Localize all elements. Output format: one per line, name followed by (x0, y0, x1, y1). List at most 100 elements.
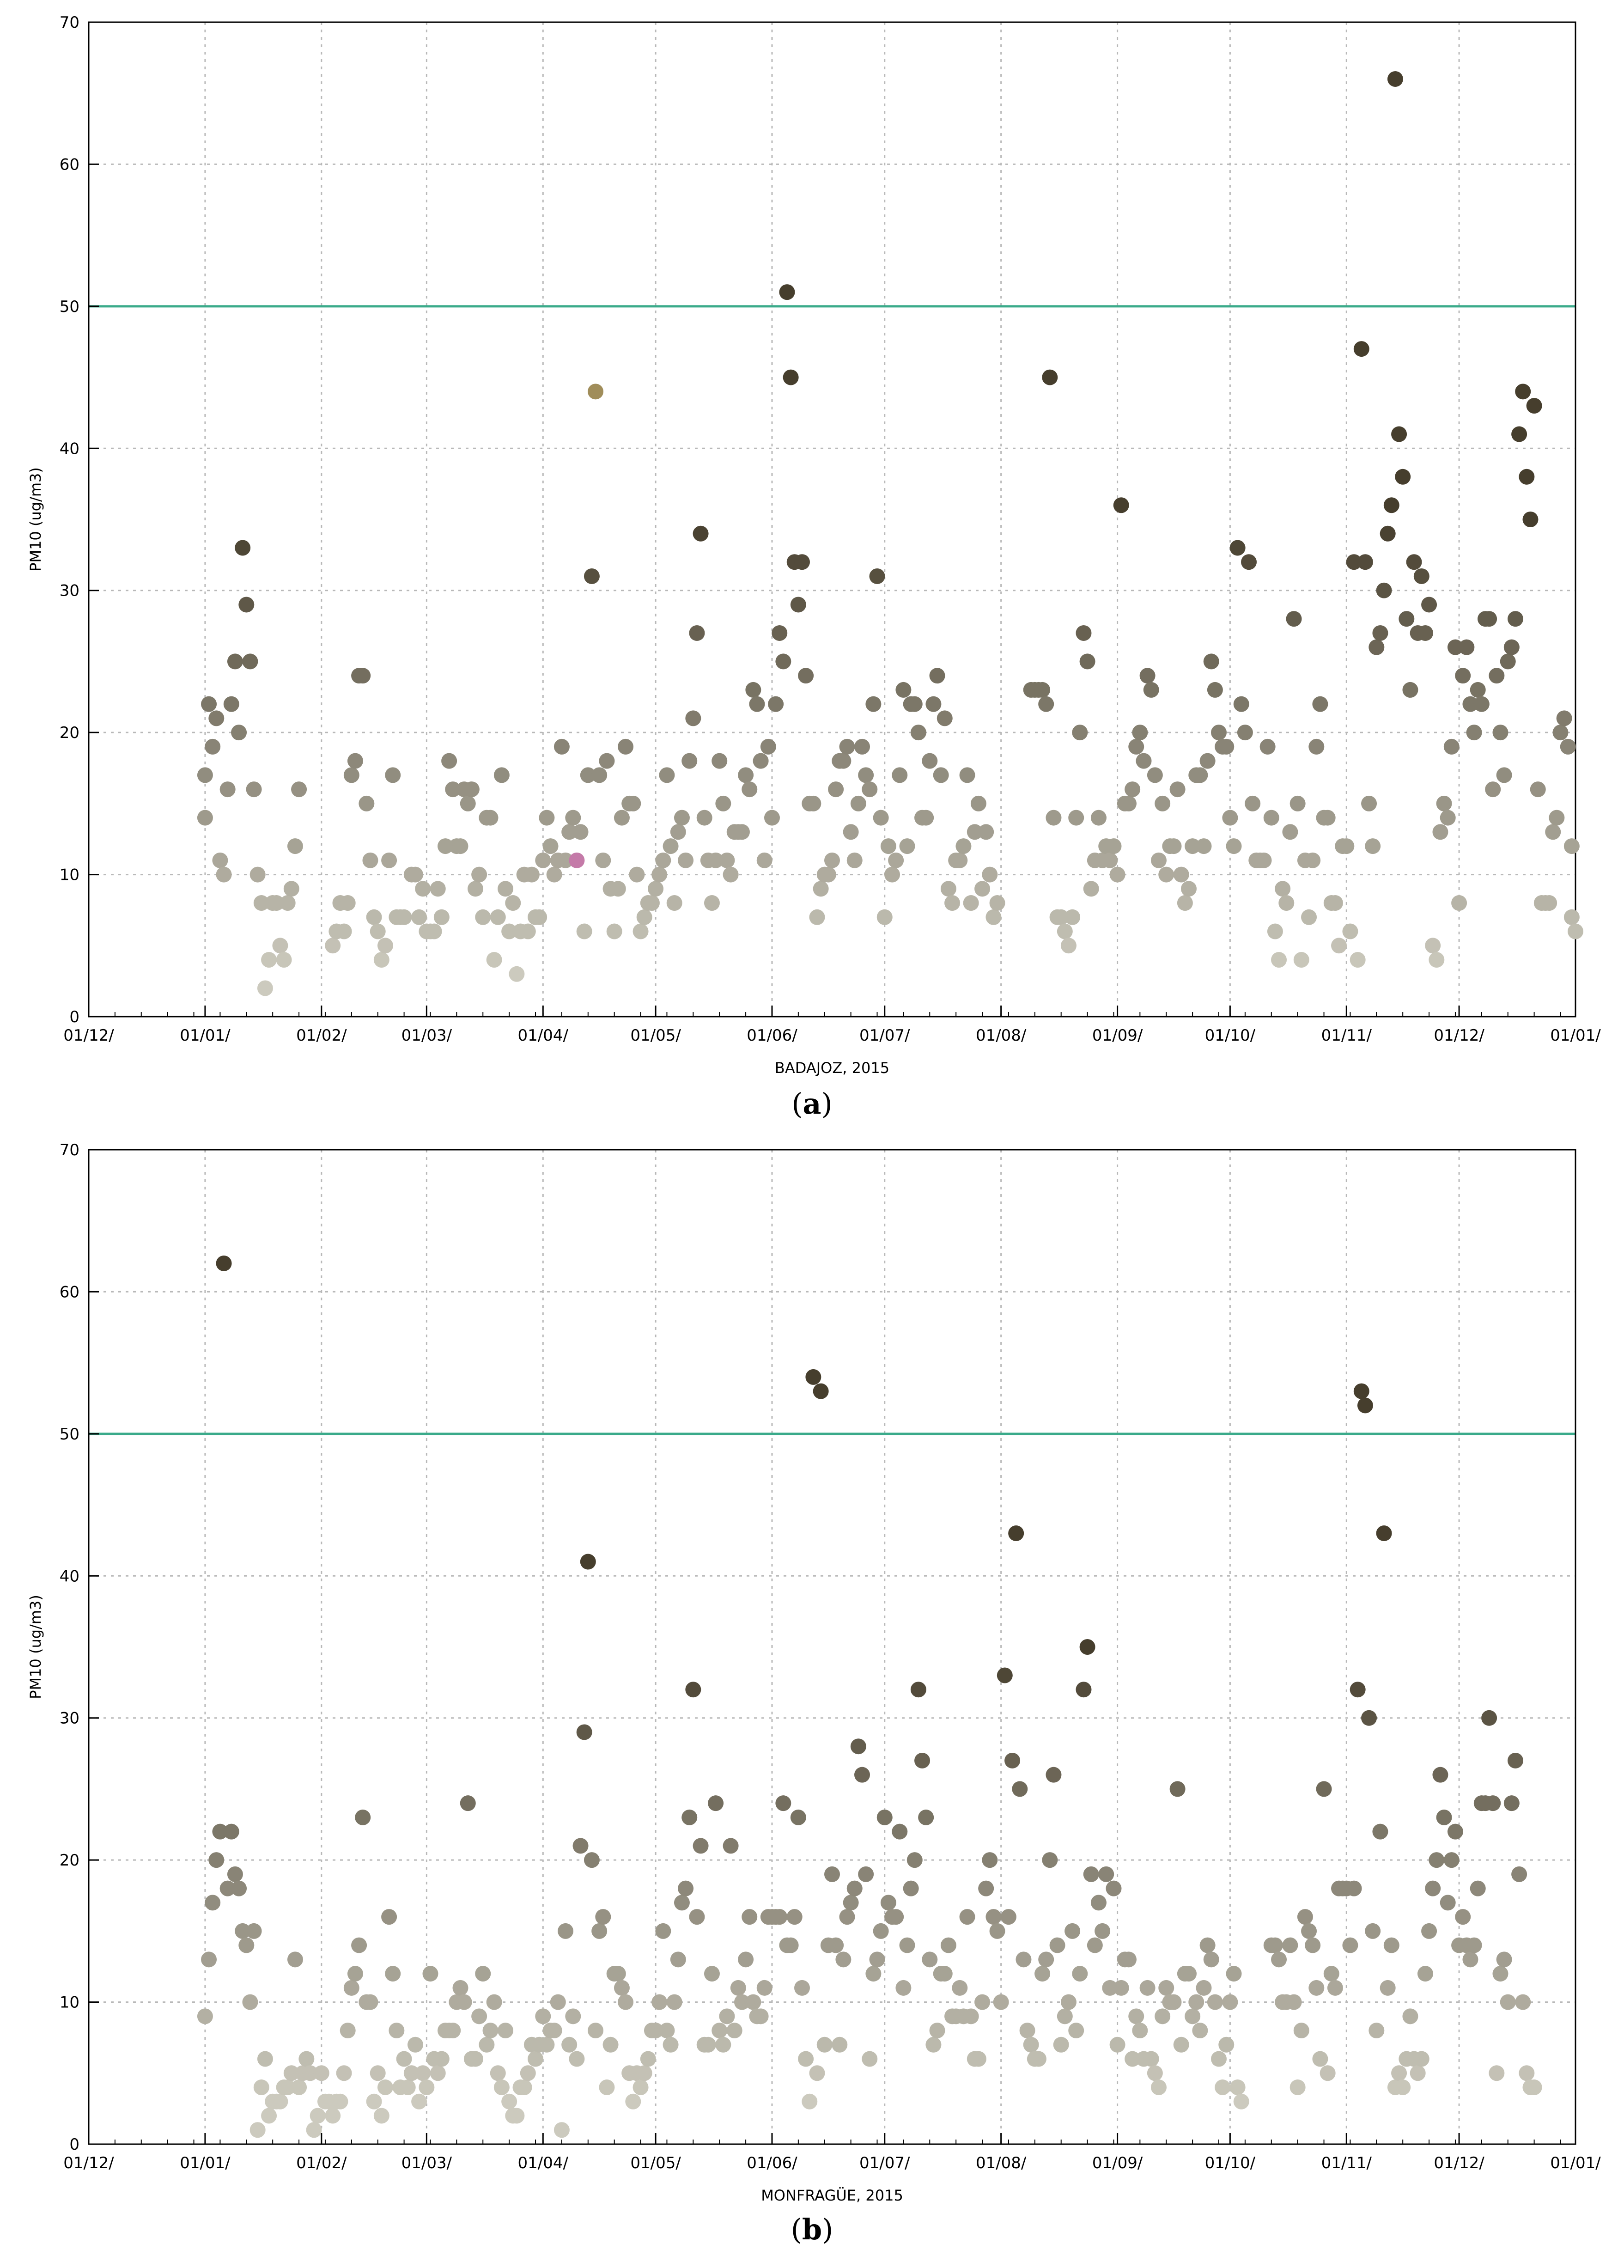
data-point (1241, 554, 1257, 570)
data-point (1346, 1880, 1362, 1896)
data-point (576, 1724, 592, 1740)
data-point (558, 852, 574, 868)
data-point (400, 2079, 416, 2096)
data-point (655, 1923, 671, 1939)
data-points (197, 71, 1583, 996)
data-point (794, 1980, 810, 1996)
data-point (1136, 753, 1152, 769)
data-point (952, 1980, 968, 1996)
data-point (1323, 1966, 1339, 1982)
data-point (486, 1994, 502, 2010)
data-point (1447, 1823, 1463, 1840)
data-point (858, 1866, 874, 1882)
data-point (1079, 1639, 1095, 1655)
data-point (1338, 838, 1355, 854)
data-point (471, 866, 487, 883)
data-point (1229, 2079, 1246, 2096)
data-point (1297, 1909, 1313, 1925)
y-axis-label: PM10 (ug/m3) (27, 1595, 44, 1699)
data-point (809, 2065, 825, 2081)
data-point (520, 2065, 536, 2081)
data-point (373, 952, 389, 968)
data-point (880, 838, 896, 854)
data-point (1034, 682, 1051, 698)
data-point (1180, 1966, 1197, 1982)
data-point (678, 1880, 694, 1896)
data-point (493, 2079, 510, 2096)
x-tick-label: 01/08/ (976, 2154, 1027, 2172)
data-point (929, 668, 945, 684)
data-point (201, 1951, 217, 1968)
data-point (1218, 738, 1235, 755)
data-point (1432, 824, 1448, 840)
x-tick-label: 01/09/ (1092, 1026, 1143, 1045)
data-point (1443, 738, 1460, 755)
data-point (1233, 2093, 1249, 2109)
data-point (231, 1880, 247, 1896)
data-point (1489, 668, 1505, 684)
data-point (253, 2079, 269, 2096)
data-point (1507, 1752, 1523, 1768)
data-point (839, 738, 855, 755)
y-tick-label: 40 (60, 1567, 79, 1585)
data-point (828, 1937, 844, 1953)
data-point (1399, 611, 1415, 627)
data-point (1353, 341, 1369, 357)
x-tick-label: 01/03/ (401, 2154, 452, 2172)
x-tick-label: 01/12/ (63, 2154, 114, 2172)
data-point (475, 1966, 491, 1982)
data-point (903, 1880, 919, 1896)
data-point (989, 1923, 1005, 1939)
data-point (618, 1994, 634, 2010)
data-point (846, 1880, 863, 1896)
data-point (783, 369, 799, 385)
data-point (636, 2065, 652, 2081)
data-point (1489, 2065, 1505, 2081)
data-point (1492, 725, 1508, 741)
data-point (306, 2122, 322, 2138)
data-point (1113, 497, 1129, 513)
data-point (249, 2122, 266, 2138)
data-point (1429, 1852, 1445, 1868)
data-point (1042, 369, 1058, 385)
data-point (482, 810, 499, 826)
data-point (1455, 668, 1471, 684)
data-point (1169, 1781, 1186, 1797)
x-axis-label: BADAJOZ, 2015 (775, 1059, 889, 1077)
data-point (468, 881, 484, 897)
plot-frame (88, 21, 1576, 1018)
data-point (1312, 2051, 1328, 2067)
data-point (982, 1852, 998, 1868)
data-point (1166, 1994, 1182, 2010)
data-point (952, 852, 968, 868)
data-point (708, 852, 724, 868)
data-point (1522, 512, 1539, 527)
data-point (561, 824, 578, 840)
data-point (287, 838, 303, 854)
data-point (1233, 696, 1249, 712)
data-point (1301, 1923, 1317, 1939)
data-point (561, 2036, 578, 2053)
data-point (565, 810, 581, 826)
data-point (1383, 1937, 1399, 1953)
data-point (1365, 1923, 1381, 1939)
data-point (1275, 881, 1291, 897)
data-point (846, 852, 863, 868)
data-point (910, 1682, 926, 1698)
data-point (1139, 1980, 1156, 1996)
data-point (1139, 668, 1156, 684)
data-point (700, 2036, 716, 2053)
data-point (895, 1980, 912, 1996)
x-tick-label: 01/06/ (747, 2154, 797, 2172)
data-point (553, 2122, 570, 2138)
x-tick-label: 01/11/ (1321, 2154, 1372, 2172)
chart-badajoz: 01/12/01/01/01/02/01/03/01/04/01/05/01/0… (27, 13, 1601, 1077)
data-point (1402, 682, 1418, 698)
data-point (614, 1980, 630, 1996)
data-point (892, 1823, 908, 1840)
data-point (1263, 810, 1279, 826)
data-point (610, 1966, 626, 1982)
data-point (895, 682, 912, 698)
data-point (648, 2023, 664, 2039)
data-point (1053, 909, 1069, 925)
